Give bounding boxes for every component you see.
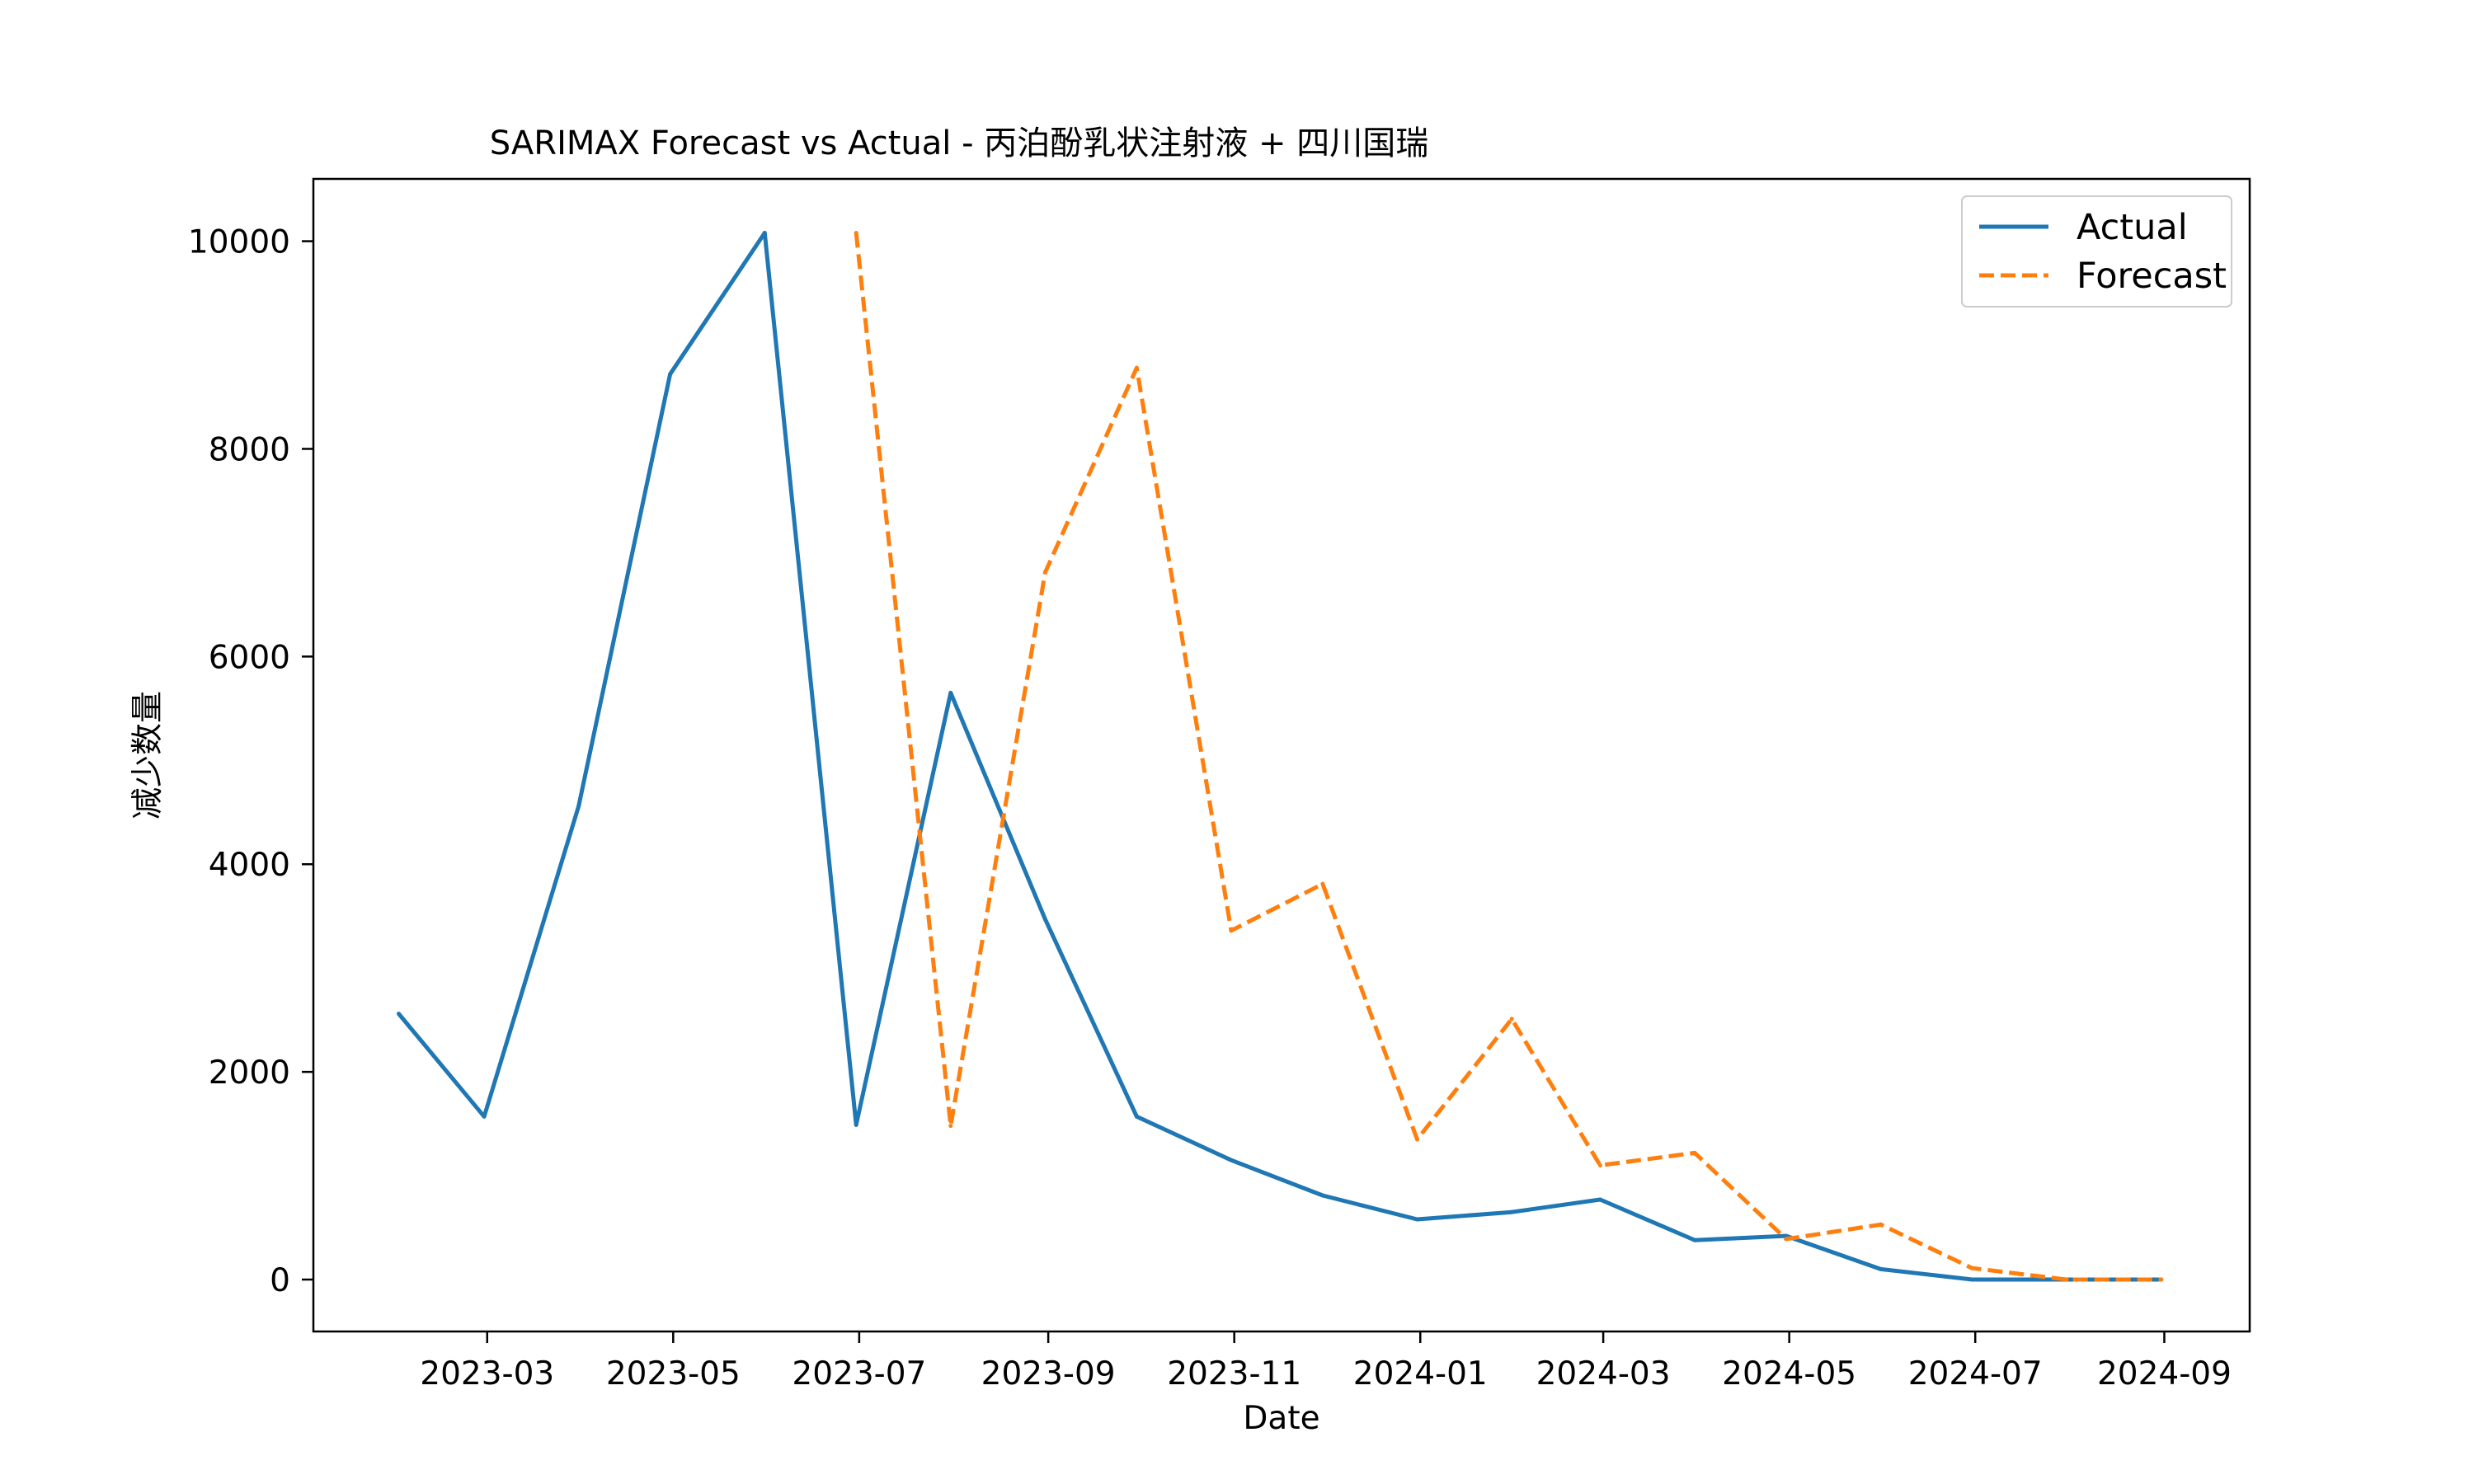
y-tick-label: 2000: [209, 1054, 290, 1092]
data-point-forecast: [1320, 881, 1325, 886]
y-tick-label: 6000: [209, 639, 290, 676]
data-point-actual: [668, 372, 673, 377]
data-point-forecast: [2064, 1277, 2069, 1282]
x-tick-label: 2024-01: [1353, 1355, 1488, 1392]
data-point-actual: [1597, 1197, 1602, 1202]
plot-frame: [312, 177, 2251, 1333]
data-point-forecast: [1415, 1137, 1420, 1142]
legend-frame: [1961, 195, 2232, 308]
x-tick-label: 2023-11: [1167, 1355, 1301, 1392]
x-axis-label: Date: [1243, 1400, 1319, 1437]
data-point-forecast: [1042, 570, 1047, 575]
data-point-actual: [1970, 1277, 1975, 1282]
data-point-forecast: [1970, 1266, 1975, 1270]
data-point-actual: [1042, 917, 1047, 922]
data-point-forecast: [948, 1124, 953, 1129]
data-point-actual: [1509, 1209, 1514, 1214]
series-line-actual: [397, 231, 2161, 1282]
plot-area: [313, 179, 2250, 1331]
legend-label-forecast: Forecast: [2077, 256, 2227, 297]
legend: Actual Forecast: [1961, 195, 2232, 308]
x-axis: 2023-03 2023-05 2023-07 2023-09 2023-11 2024-…: [420, 1331, 2232, 1392]
data-point-actual: [482, 1114, 487, 1119]
data-point-actual: [576, 804, 581, 809]
data-point-forecast: [1879, 1222, 1884, 1227]
data-point-forecast: [1692, 1150, 1697, 1155]
series-layer: [397, 230, 2164, 1282]
x-tick-label: 2024-07: [1908, 1355, 2043, 1392]
y-tick-label: 4000: [209, 847, 290, 884]
data-point-forecast: [1509, 1017, 1514, 1021]
data-point-actual: [397, 1012, 402, 1017]
data-point-actual: [1134, 1114, 1139, 1119]
data-point-forecast: [2159, 1277, 2164, 1282]
x-tick-label: 2023-09: [981, 1355, 1116, 1392]
data-point-forecast: [1784, 1237, 1789, 1242]
y-axis: 0 2000 4000 6000 8000 10000: [188, 224, 313, 1299]
series-line-forecast: [854, 232, 2161, 1282]
data-point-forecast: [1134, 365, 1139, 370]
data-point-actual: [1320, 1193, 1325, 1198]
y-axis-label: 减少数量: [129, 691, 167, 819]
x-tick-label: 2024-09: [2097, 1355, 2232, 1392]
y-tick-label: 10000: [188, 224, 290, 261]
x-tick-label: 2024-05: [1722, 1355, 1856, 1392]
data-point-actual: [854, 1122, 858, 1127]
data-point-forecast: [1597, 1162, 1602, 1167]
y-tick-label: 0: [270, 1262, 290, 1299]
data-point-actual: [1229, 1158, 1234, 1162]
x-tick-label: 2023-03: [420, 1355, 554, 1392]
data-point-actual: [948, 690, 953, 695]
y-tick-label: 8000: [209, 431, 290, 468]
data-point-actual: [1415, 1217, 1420, 1222]
data-point-forecast: [854, 230, 858, 235]
chart-title: SARIMAX Forecast vs Actual - 丙泊酚乳状注射液 + …: [490, 124, 1428, 162]
data-point-actual: [1879, 1266, 1884, 1271]
x-tick-label: 2024-03: [1536, 1355, 1671, 1392]
data-point-actual: [1692, 1237, 1697, 1242]
legend-label-actual: Actual: [2077, 207, 2188, 248]
data-point-actual: [762, 230, 767, 235]
data-point-forecast: [1229, 928, 1234, 933]
x-tick-label: 2023-07: [792, 1355, 926, 1392]
x-tick-label: 2023-05: [606, 1355, 741, 1392]
